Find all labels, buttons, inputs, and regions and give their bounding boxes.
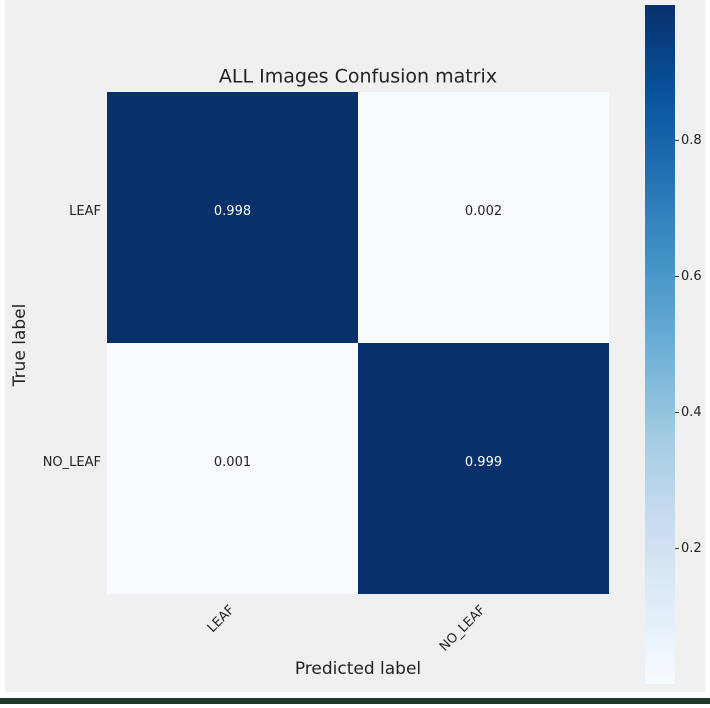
colorbar bbox=[645, 5, 675, 684]
x-axis-label: Predicted label bbox=[295, 659, 421, 679]
bottom-strip bbox=[0, 698, 710, 704]
y-tick-label: NO_LEAF bbox=[43, 455, 101, 470]
heatmap-cell bbox=[107, 343, 358, 594]
heatmap-cell bbox=[358, 92, 609, 343]
chart-title: ALL Images Confusion matrix bbox=[219, 66, 497, 88]
colorbar-tick-label: 0.2 bbox=[681, 541, 702, 556]
cell-label: 0.998 bbox=[214, 204, 251, 219]
cell-label: 0.999 bbox=[465, 455, 502, 470]
cell-label: 0.002 bbox=[465, 204, 502, 219]
colorbar-tick-label: 0.4 bbox=[681, 405, 702, 420]
cell-label: 0.001 bbox=[214, 455, 251, 470]
heatmap-cell bbox=[107, 92, 358, 343]
heatmap-cell bbox=[358, 343, 609, 594]
y-axis-label: True label bbox=[10, 304, 30, 388]
y-tick-label: LEAF bbox=[69, 204, 101, 219]
colorbar-tick-label: 0.8 bbox=[681, 133, 702, 148]
colorbar-tick-label: 0.6 bbox=[681, 269, 702, 284]
